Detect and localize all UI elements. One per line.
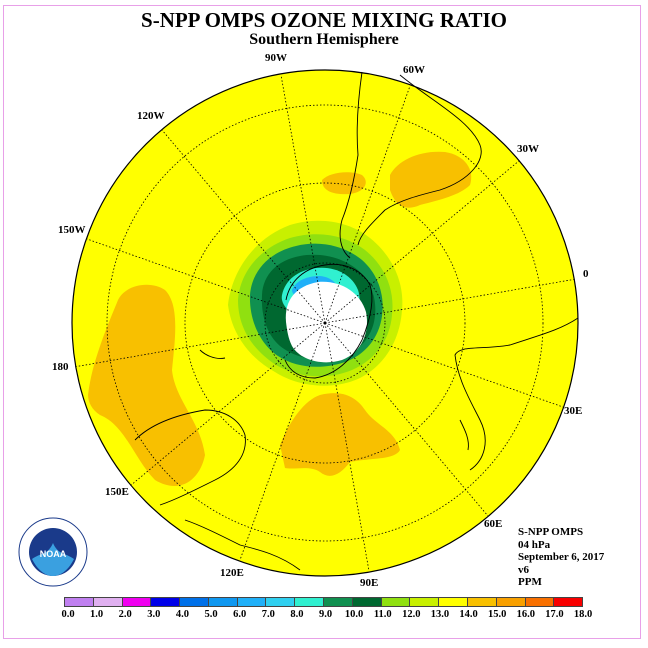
colorbar-tick-label: 16.0: [516, 609, 535, 620]
info-instrument: S-NPP OMPS: [518, 526, 584, 538]
colorbar-swatch: [525, 598, 555, 606]
colorbar-swatch: [93, 598, 123, 606]
colorbar-swatch: [352, 598, 382, 606]
lon-label-150w: 150W: [58, 224, 86, 236]
colorbar-tick-label: 0.0: [61, 609, 75, 620]
colorbar-swatch: [410, 598, 440, 606]
lon-label-30w: 30W: [517, 143, 539, 155]
colorbar-tick-label: 8.0: [290, 609, 304, 620]
polar-night-nodata: [285, 281, 367, 363]
info-units: PPM: [518, 576, 542, 588]
lon-label-90e: 90E: [360, 577, 378, 589]
lon-label-90w: 90W: [265, 52, 287, 64]
lon-label-0: 0: [583, 268, 589, 280]
info-version: v6: [518, 563, 529, 576]
colorbar-tick-label: 3.0: [147, 609, 161, 620]
colorbar-tick-label: 2.0: [118, 609, 132, 620]
ozone-region-orange: [390, 151, 472, 208]
info-level: 04 hPa: [518, 538, 551, 551]
coast-south-america: [339, 71, 363, 259]
coast-africa: [454, 317, 579, 471]
map-boundary: [71, 69, 579, 577]
colorbar-tick-label: 17.0: [545, 609, 564, 620]
coast-indonesia: [184, 519, 301, 571]
colorbar-swatch: [266, 598, 296, 606]
lon-label-60e: 60E: [484, 518, 502, 530]
colorbar-swatch: [496, 598, 526, 606]
noaa-logo-icon: NOAA: [18, 517, 88, 587]
coast-madagascar: [459, 419, 469, 451]
colorbar-swatch: [65, 598, 94, 606]
colorbar-tick-label: 5.0: [204, 609, 218, 620]
colorbar-swatch: [208, 598, 238, 606]
colorbar-swatch: [151, 598, 181, 606]
colorbar-tick-label: 7.0: [261, 609, 275, 620]
graticule: [73, 74, 577, 572]
lon-label-180: 180: [52, 361, 69, 373]
coast-new-zealand: [199, 349, 226, 359]
colorbar-swatch: [295, 598, 325, 606]
colorbar-tick-label: 11.0: [373, 609, 392, 620]
lon-label-60w: 60W: [403, 64, 425, 76]
map-subtitle: Southern Hemisphere: [249, 31, 399, 48]
coast-australia: [134, 409, 246, 506]
lon-label-120e: 120E: [220, 567, 244, 579]
logo-text: NOAA: [40, 549, 67, 559]
colorbar-tick-label: 14.0: [459, 609, 478, 620]
colorbar-tick-label: 18.0: [573, 609, 593, 620]
ozone-region-orange: [280, 393, 400, 476]
lon-label-30e: 30E: [564, 405, 582, 417]
ozone-region-orange: [322, 172, 366, 195]
lon-label-150e: 150E: [105, 486, 129, 498]
colorbar-tick-label: 6.0: [233, 609, 247, 620]
colorbar-tick-label: 13.0: [430, 609, 450, 620]
colorbar-tick-label: 15.0: [487, 609, 507, 620]
colorbar-swatch: [237, 598, 267, 606]
plot-frame: [3, 5, 641, 639]
lon-label-120w: 120W: [137, 110, 165, 122]
south-pole-marker: [323, 321, 327, 325]
colorbar-tick-label: 10.0: [344, 609, 364, 620]
colorbar-tick-label: 12.0: [402, 609, 421, 620]
colorbar-tick-label: 4.0: [175, 609, 189, 620]
map-title: S-NPP OMPS OZONE MIXING RATIO: [141, 8, 507, 32]
ozone-region-orange: [88, 284, 205, 486]
colorbar-tick-label: 9.0: [318, 609, 333, 620]
coastlines: [134, 71, 579, 571]
colorbar-swatch: [381, 598, 411, 606]
colorbar-swatch: [324, 598, 353, 606]
colorbar-swatch: [554, 598, 583, 606]
colorbar: [64, 597, 583, 607]
info-date: September 6, 2017: [518, 551, 605, 563]
coast-south-america-east: [357, 74, 482, 246]
colorbar-swatch: [122, 598, 152, 606]
colorbar-swatch: [467, 598, 497, 606]
info-block: S-NPP OMPS 04 hPa September 6, 2017 v6 P…: [518, 526, 604, 589]
colorbar-tick-label: 1.0: [90, 609, 104, 620]
colorbar-swatch: [180, 598, 209, 606]
coast-antarctica: [284, 263, 373, 379]
colorbar-swatch: [439, 598, 468, 606]
